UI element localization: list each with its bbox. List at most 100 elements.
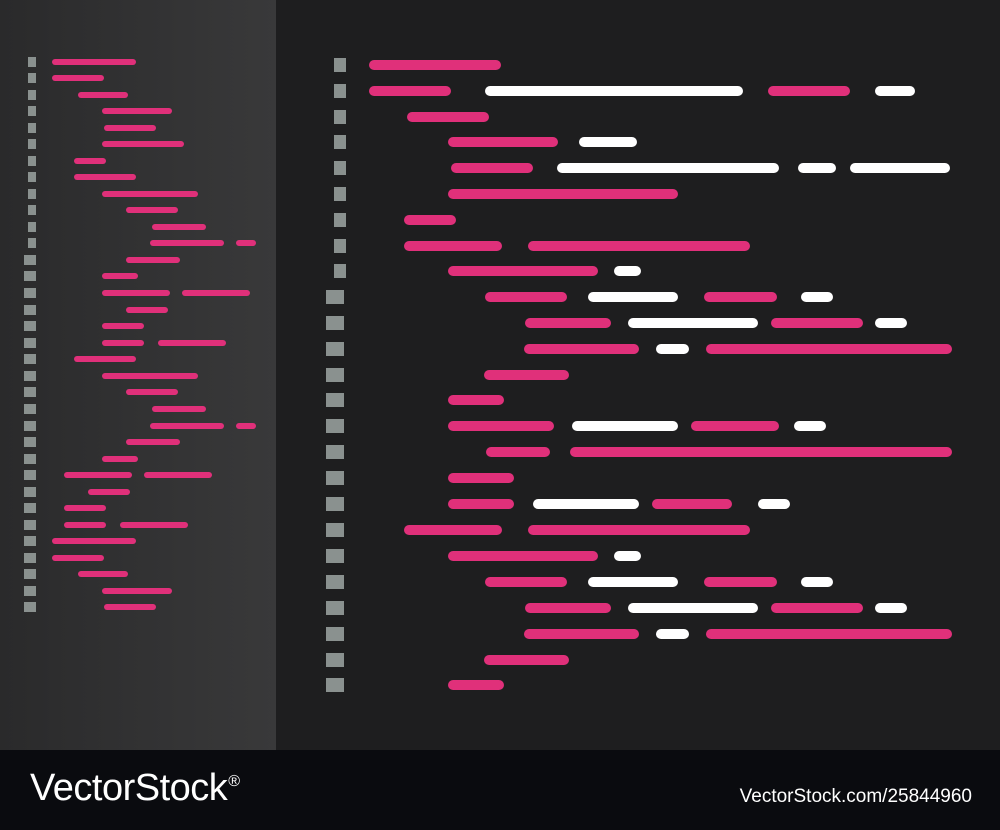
keyword-token-bar (404, 215, 456, 225)
minimap-token-bar (102, 108, 172, 114)
keyword-token-bar (768, 86, 850, 96)
line-number-marker (334, 264, 346, 278)
minimap-token-bar (52, 555, 104, 561)
minimap-line-marker (24, 553, 36, 563)
minimap-token-bar (102, 141, 184, 147)
line-number-marker (334, 58, 346, 72)
keyword-token-bar (369, 60, 501, 70)
minimap-line-marker (28, 123, 36, 133)
minimap-line-marker (24, 305, 36, 315)
line-number-marker (326, 575, 344, 589)
keyword-token-bar (485, 577, 567, 587)
minimap-token-bar (102, 340, 144, 346)
keyword-token-bar (448, 421, 554, 431)
minimap-line-marker (24, 371, 36, 381)
minimap-token-bar (150, 240, 224, 246)
keyword-token-bar (484, 655, 569, 665)
minimap-line-marker (24, 503, 36, 513)
keyword-token-bar (524, 344, 639, 354)
keyword-token-bar (404, 241, 502, 251)
minimap-token-bar (102, 191, 198, 197)
code-editor-panel (276, 0, 1000, 750)
minimap-line-marker (28, 139, 36, 149)
keyword-token-bar (704, 292, 777, 302)
line-number-marker (326, 497, 344, 511)
keyword-token-bar (691, 421, 779, 431)
keyword-token-bar (404, 525, 502, 535)
minimap-token-bar (152, 406, 206, 412)
minimap-line-marker (24, 338, 36, 348)
minimap-line-marker (24, 321, 36, 331)
minimap-token-bar (150, 423, 224, 429)
line-number-marker (334, 135, 346, 149)
minimap-line-marker (28, 222, 36, 232)
line-number-marker (326, 601, 344, 615)
text-token-bar (572, 421, 678, 431)
minimap-token-bar (120, 522, 188, 528)
minimap-token-bar (236, 423, 256, 429)
line-number-marker (334, 161, 346, 175)
line-number-marker (326, 419, 344, 433)
minimap-token-bar (236, 240, 256, 246)
line-number-marker (326, 549, 344, 563)
registered-mark: ® (228, 773, 240, 791)
minimap-line-marker (28, 189, 36, 199)
text-token-bar (850, 163, 950, 173)
line-number-marker (326, 368, 344, 382)
line-number-marker (334, 110, 346, 124)
text-token-bar (614, 266, 641, 276)
keyword-token-bar (528, 241, 750, 251)
minimap-token-bar (102, 323, 144, 329)
minimap-line-marker (24, 454, 36, 464)
keyword-token-bar (771, 603, 863, 613)
minimap-line-marker (28, 106, 36, 116)
line-number-marker (326, 627, 344, 641)
text-token-bar (557, 163, 779, 173)
text-token-bar (588, 292, 678, 302)
minimap-line-marker (24, 487, 36, 497)
line-number-marker (326, 653, 344, 667)
keyword-token-bar (369, 86, 451, 96)
minimap-line-marker (28, 57, 36, 67)
text-token-bar (588, 577, 678, 587)
text-token-bar (656, 344, 689, 354)
image-id-text: VectorStock.com/25844960 (739, 786, 972, 807)
minimap-line-marker (24, 437, 36, 447)
minimap-token-bar (102, 273, 138, 279)
minimap-token-bar (104, 604, 156, 610)
text-token-bar (628, 603, 758, 613)
minimap-token-bar (104, 125, 156, 131)
minimap-token-bar (88, 489, 130, 495)
minimap-line-marker (24, 387, 36, 397)
line-number-marker (326, 290, 344, 304)
keyword-token-bar (407, 112, 489, 122)
minimap-token-bar (126, 307, 168, 313)
text-token-bar (656, 629, 689, 639)
line-number-marker (326, 445, 344, 459)
text-token-bar (875, 603, 907, 613)
minimap-line-marker (24, 271, 36, 281)
text-token-bar (485, 86, 743, 96)
minimap-line-marker (24, 569, 36, 579)
minimap-token-bar (126, 389, 178, 395)
text-token-bar (801, 577, 833, 587)
keyword-token-bar (706, 629, 952, 639)
watermark-footer (0, 750, 1000, 830)
minimap-token-bar (182, 290, 250, 296)
minimap-line-marker (24, 354, 36, 364)
keyword-token-bar (486, 447, 550, 457)
minimap-token-bar (64, 472, 132, 478)
text-token-bar (628, 318, 758, 328)
keyword-token-bar (528, 525, 750, 535)
line-number-marker (326, 678, 344, 692)
minimap-token-bar (52, 59, 136, 65)
text-token-bar (579, 137, 637, 147)
minimap-token-bar (144, 472, 212, 478)
text-token-bar (875, 86, 915, 96)
keyword-token-bar (448, 473, 514, 483)
line-number-marker (326, 523, 344, 537)
keyword-token-bar (448, 266, 598, 276)
minimap-line-marker (28, 238, 36, 248)
minimap-line-marker (28, 205, 36, 215)
minimap-token-bar (102, 373, 198, 379)
